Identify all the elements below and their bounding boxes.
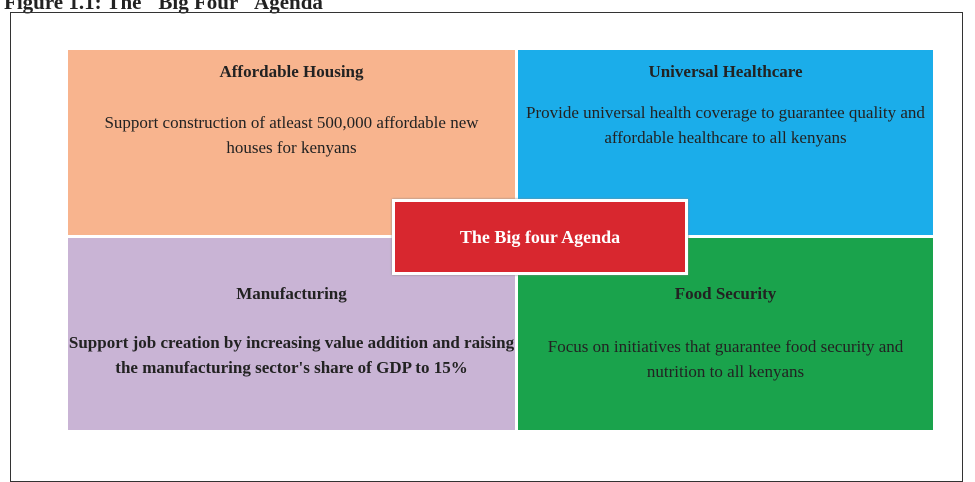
page: Figure 1.1: The "Big Four" Agenda Afford… <box>4 0 963 482</box>
quadrant-title: Food Security <box>674 284 777 303</box>
quadrant-text: Support construction of atleast 500,000 … <box>104 113 479 157</box>
center-box: The Big four Agenda <box>392 199 688 275</box>
quadrant-title: Universal Healthcare <box>648 62 803 81</box>
caption: Figure 1.1: The "Big Four" Agenda <box>4 0 323 14</box>
quadrant-title: Affordable Housing <box>219 62 364 81</box>
quadrant-text: Focus on initiatives that guarantee food… <box>547 337 904 381</box>
quadrant-text: Support job creation by increasing value… <box>68 333 515 377</box>
quadrant-text: Provide universal health coverage to gua… <box>526 103 925 147</box>
quadrant-title: Manufacturing <box>236 284 347 303</box>
